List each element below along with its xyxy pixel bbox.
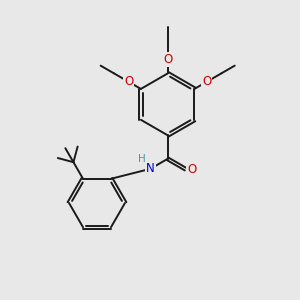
Text: O: O <box>124 75 133 88</box>
Text: O: O <box>163 53 172 66</box>
Text: N: N <box>146 162 155 175</box>
Text: H: H <box>138 154 146 164</box>
Text: O: O <box>202 75 211 88</box>
Text: O: O <box>188 163 196 176</box>
